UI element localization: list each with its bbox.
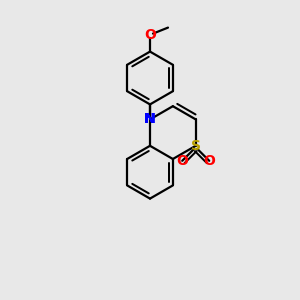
Text: O: O <box>144 28 156 42</box>
Text: O: O <box>203 154 215 168</box>
Text: N: N <box>144 112 156 126</box>
Text: N: N <box>144 112 156 126</box>
Text: O: O <box>176 154 188 168</box>
Text: N: N <box>144 112 156 126</box>
Text: N: N <box>144 112 156 126</box>
Text: S: S <box>191 139 201 153</box>
